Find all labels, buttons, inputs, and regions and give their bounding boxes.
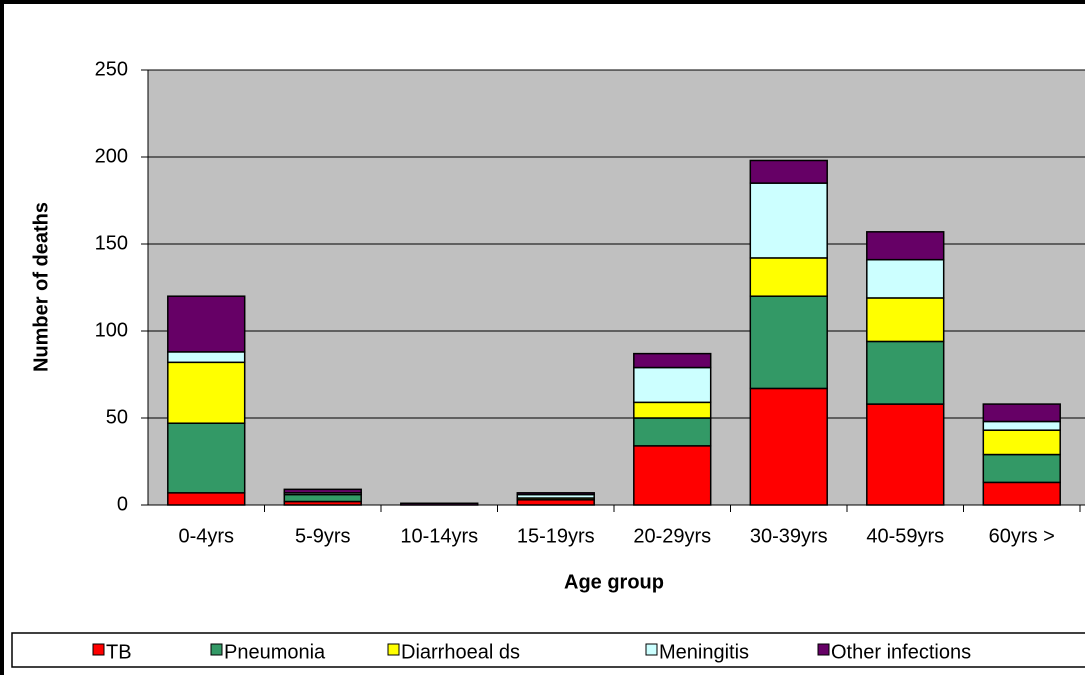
- y-axis-title: Number of deaths: [30, 202, 52, 372]
- bar-segment: [866, 340, 945, 405]
- x-tick-label: 5-9yrs: [295, 525, 351, 547]
- bar-segment: [400, 502, 479, 506]
- y-tick-label: 150: [95, 232, 128, 254]
- bar-segment: [167, 351, 246, 364]
- bar-segment: [633, 352, 712, 369]
- plot-area: [147, 69, 1085, 506]
- bar-segment: [283, 488, 362, 494]
- bar-segment: [982, 429, 1061, 456]
- bar-segment: [516, 499, 595, 506]
- bar-segment: [749, 182, 828, 259]
- y-tick-label: 250: [95, 58, 128, 80]
- bar-segment: [167, 422, 246, 494]
- legend-label: Other infections: [831, 641, 971, 663]
- bar-segment: [633, 445, 712, 506]
- legend-label: Meningitis: [659, 641, 749, 663]
- legend-label: Pneumonia: [224, 641, 326, 663]
- bar-segment: [749, 295, 828, 390]
- y-tick-label: 0: [117, 493, 128, 515]
- bar-segment: [283, 493, 362, 503]
- y-tick-label: 50: [106, 406, 128, 428]
- bar-segment: [749, 387, 828, 506]
- bar-segment: [749, 159, 828, 184]
- bar-segment: [866, 258, 945, 299]
- bar-segment: [982, 453, 1061, 484]
- legend-swatch: [645, 643, 658, 656]
- bar-segment: [749, 257, 828, 297]
- bar-segment: [633, 401, 712, 419]
- legend-swatch: [210, 643, 223, 656]
- legend-label: Diarrhoeal ds: [401, 641, 520, 663]
- legend-swatch: [92, 643, 105, 656]
- bar-segment: [516, 492, 595, 496]
- bar-segment: [866, 297, 945, 343]
- x-axis-title: Age group: [564, 571, 664, 593]
- x-tick-label: 15-19yrs: [517, 525, 595, 547]
- bar-segment: [982, 403, 1061, 423]
- x-tick-label: 30-39yrs: [750, 525, 828, 547]
- legend-label: TB: [106, 641, 132, 663]
- legend-swatch: [817, 643, 830, 656]
- y-tick-label: 200: [95, 145, 128, 167]
- bar-segment: [982, 481, 1061, 506]
- bar-segment: [633, 366, 712, 404]
- x-tick-label: 60yrs >: [989, 525, 1055, 547]
- x-tick-label: 40-59yrs: [866, 525, 944, 547]
- legend-box: [11, 632, 1085, 668]
- bar-segment: [167, 295, 246, 353]
- bar-segment: [167, 361, 246, 424]
- bar-segment: [866, 403, 945, 506]
- x-tick-label: 20-29yrs: [633, 525, 711, 547]
- legend-swatch: [387, 643, 400, 656]
- bar-segment: [866, 231, 945, 261]
- bar-segment: [167, 492, 246, 506]
- bar-segment: [982, 420, 1061, 431]
- y-tick-label: 100: [95, 319, 128, 341]
- x-tick-label: 0-4yrs: [178, 525, 234, 547]
- x-tick-label: 10-14yrs: [400, 525, 478, 547]
- bar-segment: [633, 417, 712, 447]
